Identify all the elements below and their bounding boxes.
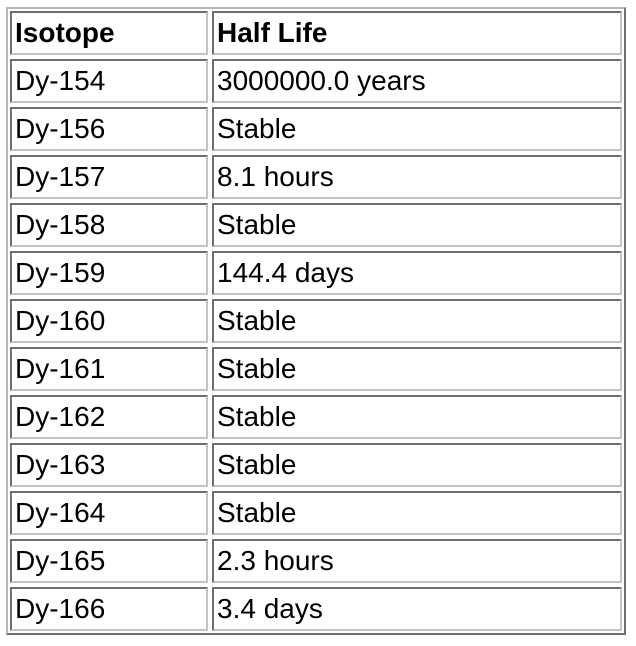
- isotope-cell: Dy-160: [10, 299, 208, 343]
- half-life-cell: Stable: [212, 347, 622, 391]
- isotope-cell: Dy-157: [10, 155, 208, 199]
- isotope-cell: Dy-162: [10, 395, 208, 439]
- table-row: Dy-166 3.4 days: [10, 587, 622, 631]
- isotope-cell: Dy-158: [10, 203, 208, 247]
- table-row: Dy-161 Stable: [10, 347, 622, 391]
- table-row: Dy-164 Stable: [10, 491, 622, 535]
- half-life-cell: Stable: [212, 491, 622, 535]
- isotope-cell: Dy-166: [10, 587, 208, 631]
- table-row: Dy-157 8.1 hours: [10, 155, 622, 199]
- isotope-cell: Dy-154: [10, 59, 208, 103]
- table-row: Dy-165 2.3 hours: [10, 539, 622, 583]
- table-header-row: Isotope Half Life: [10, 11, 622, 55]
- header-isotope: Isotope: [10, 11, 208, 55]
- half-life-cell: Stable: [212, 443, 622, 487]
- table-row: Dy-156 Stable: [10, 107, 622, 151]
- half-life-cell: 3000000.0 years: [212, 59, 622, 103]
- isotope-table-frame: Isotope Half Life Dy-154 3000000.0 years…: [6, 7, 626, 635]
- half-life-cell: 144.4 days: [212, 251, 622, 295]
- isotope-cell: Dy-159: [10, 251, 208, 295]
- isotope-cell: Dy-163: [10, 443, 208, 487]
- half-life-cell: Stable: [212, 395, 622, 439]
- table-row: Dy-159 144.4 days: [10, 251, 622, 295]
- isotope-cell: Dy-156: [10, 107, 208, 151]
- table-row: Dy-163 Stable: [10, 443, 622, 487]
- half-life-cell: Stable: [212, 299, 622, 343]
- half-life-cell: Stable: [212, 107, 622, 151]
- isotope-cell: Dy-165: [10, 539, 208, 583]
- header-half-life: Half Life: [212, 11, 622, 55]
- half-life-cell: 8.1 hours: [212, 155, 622, 199]
- isotope-cell: Dy-164: [10, 491, 208, 535]
- table-row: Dy-162 Stable: [10, 395, 622, 439]
- table-row: Dy-158 Stable: [10, 203, 622, 247]
- isotope-half-life-table: Isotope Half Life Dy-154 3000000.0 years…: [6, 7, 626, 635]
- table-row: Dy-154 3000000.0 years: [10, 59, 622, 103]
- isotope-cell: Dy-161: [10, 347, 208, 391]
- table-row: Dy-160 Stable: [10, 299, 622, 343]
- half-life-cell: Stable: [212, 203, 622, 247]
- half-life-cell: 2.3 hours: [212, 539, 622, 583]
- half-life-cell: 3.4 days: [212, 587, 622, 631]
